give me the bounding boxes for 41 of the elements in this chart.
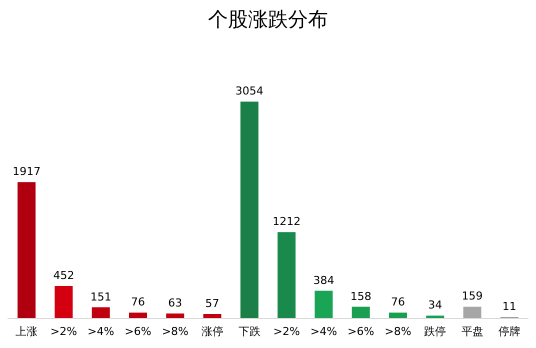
x-tick-label: >6% (124, 325, 152, 338)
x-tick-label: >4% (88, 325, 114, 338)
x-tick-label: >8% (162, 325, 188, 338)
data-label: 57 (205, 296, 220, 310)
bar (203, 314, 222, 318)
x-tick-label: 上涨 (16, 325, 38, 338)
x-tick-label: >8% (384, 325, 412, 338)
bar (278, 232, 296, 318)
data-label: 11 (502, 300, 516, 314)
data-label: 76 (131, 296, 145, 309)
x-tick-label: >2% (50, 325, 78, 338)
data-label: 452 (53, 268, 74, 282)
data-label: 63 (168, 296, 182, 310)
data-label: 158 (350, 290, 372, 303)
data-label: 34 (428, 298, 442, 312)
bar (389, 312, 407, 318)
data-label: 1212 (272, 215, 301, 228)
data-label: 76 (391, 296, 405, 309)
data-label: 384 (313, 274, 334, 287)
x-tick-label: >2% (273, 325, 300, 338)
x-tick-label: 平盘 (461, 325, 484, 338)
x-tick-label: 跌停 (424, 325, 446, 338)
bar (54, 286, 73, 318)
data-label: 1917 (12, 165, 41, 178)
bar (463, 306, 482, 318)
chart-title: 个股涨跌分布 (208, 7, 328, 31)
bar (314, 290, 333, 318)
x-tick-label: >6% (348, 325, 374, 338)
x-tick-label: 停牌 (498, 325, 520, 338)
bar (240, 102, 258, 318)
x-tick-label: 下跌 (238, 325, 260, 338)
x-tick-label: >4% (310, 325, 338, 338)
bar (129, 312, 147, 318)
data-label: 159 (462, 290, 483, 303)
data-label: 3054 (235, 84, 264, 98)
bar (166, 314, 184, 318)
bar (18, 182, 36, 318)
bar (92, 307, 110, 318)
bar (352, 306, 370, 318)
x-tick-label: 涨停 (201, 325, 224, 338)
data-label: 151 (90, 290, 112, 304)
